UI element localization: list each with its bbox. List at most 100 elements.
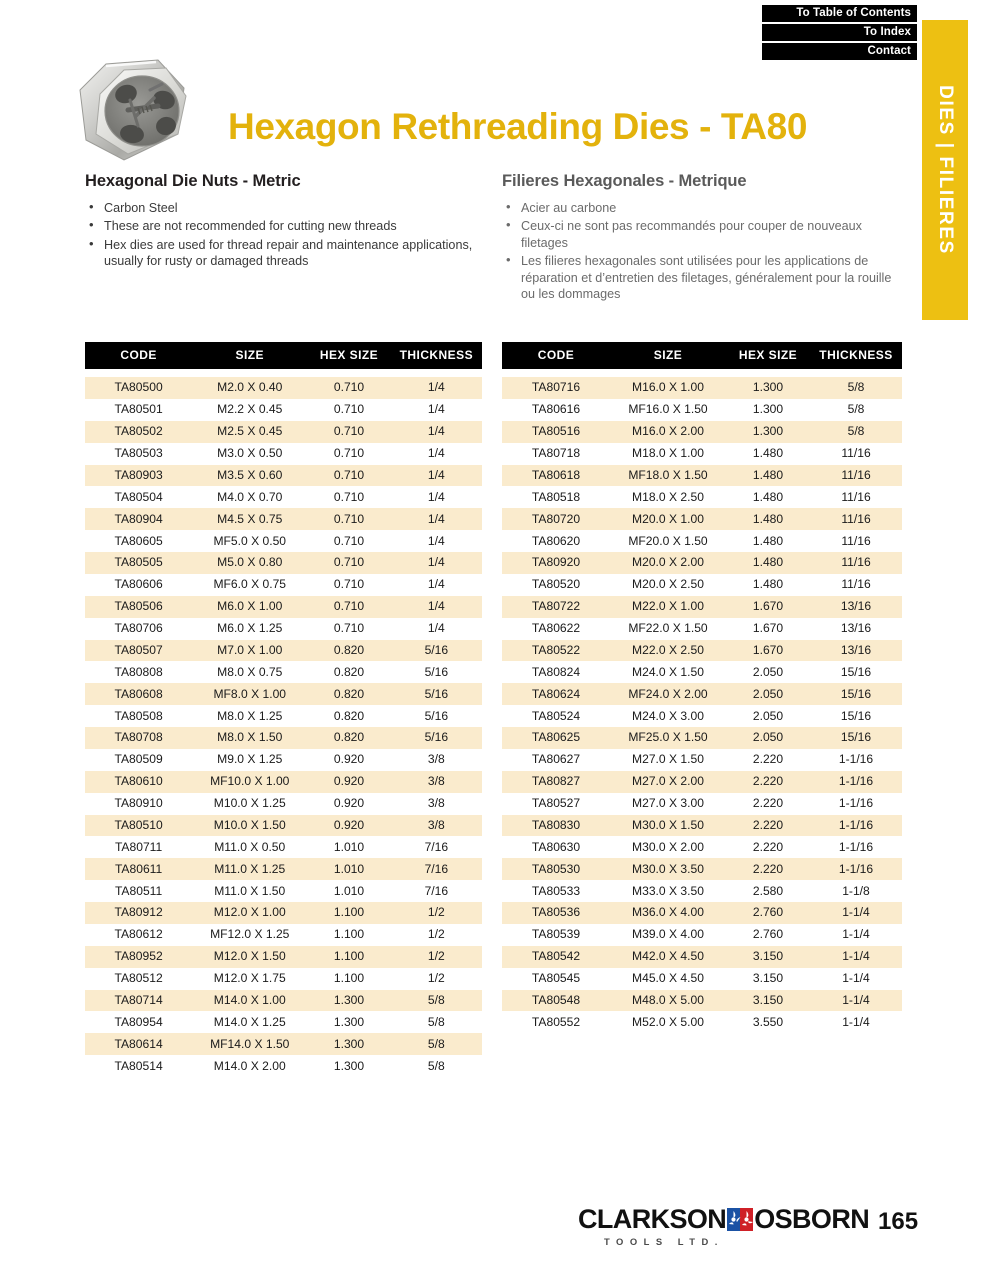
cell-hex-size: 0.820 [333, 686, 365, 701]
cell-hex-size: 2.760 [752, 927, 784, 942]
cell-code: TA80903 [114, 467, 163, 482]
cell-size: M36.0 X 4.00 [632, 905, 704, 920]
cell-hex-size: 1.480 [752, 533, 784, 548]
cell-hex-size: 1.670 [752, 599, 784, 614]
cell-hex-size: 0.710 [333, 402, 365, 417]
cell-size: M11.0 X 1.50 [214, 883, 286, 898]
cell-code: TA80718 [531, 446, 581, 461]
product-table-right: CODE SIZE HEX SIZE THICKNESS TA80716 M16.… [502, 342, 902, 1034]
cell-hex-size: 1.010 [333, 839, 365, 854]
cell-size: M24.0 X 3.00 [632, 708, 704, 723]
cell-code: TA80503 [114, 446, 163, 461]
table-row: TA80706 M6.0 X 1.25 0.710 1/4 [85, 617, 482, 640]
cell-size: MF10.0 X 1.00 [210, 774, 290, 789]
cell-thickness: 1-1/4 [842, 927, 870, 942]
cell-thickness: 1/4 [427, 621, 445, 636]
cell-hex-size: 0.710 [333, 555, 365, 570]
table-row: TA80606 MF6.0 X 0.75 0.710 1/4 [85, 573, 482, 596]
cell-thickness: 11/16 [841, 555, 871, 570]
cell-hex-size: 0.820 [333, 730, 365, 745]
cell-hex-size: 1.300 [752, 402, 784, 417]
cell-thickness: 1-1/4 [842, 1014, 870, 1029]
cell-code: TA80952 [114, 949, 163, 964]
cell-thickness: 1/4 [427, 511, 445, 526]
cell-thickness: 11/16 [841, 511, 871, 526]
brand-tagline: TOOLS LTD. [604, 1236, 724, 1247]
cell-size: M30.0 X 2.00 [632, 839, 704, 854]
cell-hex-size: 1.010 [333, 861, 365, 876]
cell-code: TA80606 [114, 577, 163, 592]
table-row: TA80722 M22.0 X 1.00 1.670 13/16 [502, 595, 902, 618]
cell-thickness: 15/16 [840, 730, 872, 745]
cell-thickness: 1-1/4 [842, 971, 870, 986]
table-row: TA80605 MF5.0 X 0.50 0.710 1/4 [85, 530, 482, 552]
cell-hex-size: 1.670 [752, 642, 784, 657]
cell-thickness: 1/4 [427, 467, 445, 482]
cell-thickness: 5/16 [424, 730, 449, 745]
table-row: TA80618 MF18.0 X 1.50 1.480 11/16 [502, 464, 902, 487]
table-row: TA80504 M4.0 X 0.70 0.710 1/4 [85, 486, 482, 509]
table-row: TA80508 M8.0 X 1.25 0.820 5/16 [85, 705, 482, 727]
cell-size: MF22.0 X 1.50 [628, 621, 708, 636]
table-body-left: TA80500 M2.0 X 0.40 0.710 1/4 TA80501 M2.2 X … [85, 369, 482, 1077]
cell-code: TA80830 [531, 817, 581, 832]
cell-code: TA80512 [114, 971, 163, 986]
table-row: TA80616 MF16.0 X 1.50 1.300 5/8 [502, 398, 902, 421]
cell-hex-size: 0.710 [333, 467, 365, 482]
cell-code: TA80824 [531, 664, 581, 679]
cell-thickness: 11/16 [841, 577, 871, 592]
table-row: TA80512 M12.0 X 1.75 1.100 1/2 [85, 967, 482, 990]
cell-size: M27.0 X 2.00 [632, 774, 704, 789]
nav-buttons: To Table of Contents To Index Contact [762, 5, 917, 62]
nav-to-index[interactable]: To Index [762, 24, 917, 41]
cell-thickness: 11/16 [841, 446, 871, 461]
cell-code: TA80511 [114, 883, 163, 898]
column-header-code: CODE [85, 342, 193, 369]
cell-hex-size: 2.220 [752, 752, 784, 767]
table-row: TA80514 M14.0 X 2.00 1.300 5/8 [85, 1055, 482, 1077]
nav-to-table-of-contents[interactable]: To Table of Contents [762, 5, 917, 22]
cell-thickness: 5/8 [427, 1014, 445, 1029]
product-table-left: CODE SIZE HEX SIZE THICKNESS TA80500 M2.0… [85, 342, 482, 1077]
cell-thickness: 1/2 [427, 971, 445, 986]
cell-hex-size: 0.710 [333, 380, 365, 395]
cell-code: TA80502 [114, 424, 163, 439]
cell-hex-size: 0.820 [333, 642, 365, 657]
cell-size: M24.0 X 1.50 [632, 664, 704, 679]
cell-thickness: 5/16 [424, 664, 449, 679]
brand-name-clarkson: CLARKSON [578, 1204, 727, 1234]
cell-thickness: 1/2 [427, 949, 445, 964]
table-row: TA80509 M9.0 X 1.25 0.920 3/8 [85, 748, 482, 771]
cell-hex-size: 1.670 [752, 621, 784, 636]
cell-hex-size: 2.050 [752, 686, 784, 701]
cell-size: M52.0 X 5.00 [632, 1014, 704, 1029]
cell-size: MF25.0 X 1.50 [628, 730, 708, 745]
cell-size: M30.0 X 3.50 [632, 861, 704, 876]
cell-thickness: 5/8 [847, 380, 865, 395]
column-header-thickness: THICKNESS [810, 342, 902, 369]
cell-code: TA80536 [531, 905, 581, 920]
cell-thickness: 3/8 [427, 774, 445, 789]
table-row: TA80611 M11.0 X 1.25 1.010 7/16 [85, 858, 482, 881]
table-body-right: TA80716 M16.0 X 1.00 1.300 5/8 TA80616 MF16.0… [502, 369, 902, 1034]
table-row: TA80516 M16.0 X 2.00 1.300 5/8 [502, 420, 902, 443]
table-row: TA80539 M39.0 X 4.00 2.760 1-1/4 [502, 923, 902, 946]
cell-code: TA80630 [531, 839, 581, 854]
table-row: TA80808 M8.0 X 0.75 0.820 5/16 [85, 661, 482, 684]
cell-code: TA80545 [531, 971, 581, 986]
table-row: TA80530 M30.0 X 3.50 2.220 1-1/16 [502, 858, 902, 881]
cell-hex-size: 0.710 [333, 599, 365, 614]
cell-code: TA80706 [114, 621, 163, 636]
cell-code: TA80548 [531, 992, 581, 1007]
cell-code: TA80522 [531, 642, 581, 657]
nav-contact[interactable]: Contact [762, 43, 917, 60]
table-row: TA80827 M27.0 X 2.00 2.220 1-1/16 [502, 770, 902, 793]
cell-hex-size: 1.480 [752, 446, 784, 461]
table-row: TA80524 M24.0 X 3.00 2.050 15/16 [502, 705, 902, 727]
cell-thickness: 1-1/16 [838, 839, 874, 854]
table-spacer [85, 369, 482, 377]
spec-heading-english: Hexagonal Die Nuts - Metric [85, 172, 301, 190]
cell-thickness: 1/4 [427, 533, 445, 548]
cell-code: TA80516 [531, 424, 581, 439]
spec-bullet: Hex dies are used for thread repair and … [85, 236, 480, 270]
